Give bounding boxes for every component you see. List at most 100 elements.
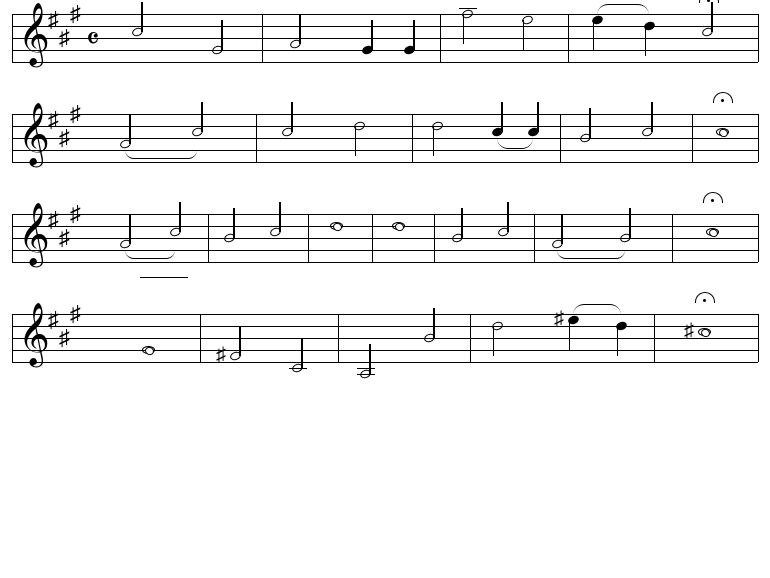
barline [758,214,759,262]
tie [125,150,197,159]
staff: 𝄞♯♯♯𝄴 [12,14,758,62]
keysig-sharp: ♯ [59,125,70,151]
slur [597,4,649,15]
keysig-sharp: ♯ [70,1,81,27]
fermata [713,92,733,103]
note-A4-half [702,28,713,36]
barline [470,314,471,362]
lyrics-line [12,266,758,286]
system-0: 𝄞♯♯♯𝄴 [12,0,758,86]
barline [308,214,309,262]
note-A4-quarter [528,128,539,136]
staff-line [12,326,758,327]
barline [12,314,13,362]
staff: 𝄞♯♯♯ [12,214,758,262]
slur [573,304,621,315]
fermata [695,292,715,303]
note-A4-whole [706,228,719,236]
note-A4-whole [716,128,729,136]
barline [12,114,13,162]
note-G#4-half [224,234,235,242]
note-A4-half [270,228,281,236]
barline [560,114,561,162]
barline [200,314,201,362]
note-A4-quarter [492,128,503,136]
note-A4-half [170,228,181,236]
barline [758,314,759,362]
note-F#4-half [120,240,131,248]
note-B4-quarter [616,322,627,330]
note-G#4-half [580,134,591,142]
note-A4-half [498,228,509,236]
keysig-sharp: ♯ [48,107,59,133]
system-1: 𝄞♯♯♯ [12,104,758,186]
note-C#5-quarter [592,16,603,24]
barline [758,114,759,162]
lyric-extender [140,277,188,278]
note-A4-half [192,128,203,136]
keysig-sharp: ♯ [70,301,81,327]
barline [568,14,569,62]
keysig-sharp: ♯ [70,201,81,227]
accidental-sharp: ♯ [684,320,694,343]
note-A4-half [282,128,293,136]
keysig-sharp: ♯ [59,325,70,351]
slur [497,138,533,149]
note-D5-half [462,10,473,18]
note-C#5-half [522,16,533,24]
note-B4-quarter [644,22,655,30]
note-B4-half [432,122,443,130]
staff-line [12,162,758,163]
note-A#4-whole [698,328,711,336]
barline [672,214,673,262]
note-E4-quarter [404,46,415,54]
fermata [703,192,723,203]
note-G#4-half [452,234,463,242]
ledger-line [459,8,477,9]
staff-line [12,50,758,51]
lyrics-line [12,166,758,186]
note-F#4-half [120,140,131,148]
note-C#5-quarter [568,316,579,324]
staff-line [12,62,758,63]
note-F#4-half [552,240,563,248]
accidental-sharp: ♯ [554,308,564,331]
barline [372,214,373,262]
note-E4-half [212,46,223,54]
treble-clef: 𝄞 [18,203,50,266]
barline [758,14,759,62]
barline [208,214,209,262]
keysig-sharp: ♯ [48,7,59,33]
note-F#4-half [290,40,301,48]
staff-line [12,214,758,215]
keysig-sharp: ♯ [48,207,59,233]
music-score-container: 𝄞♯♯♯𝄴𝄞♯♯♯𝄞♯♯♯𝄞♯♯♯♯♯♯ [0,0,770,578]
barline [338,314,339,362]
lyrics-line [12,66,758,86]
barline [12,214,13,262]
lyrics-line [12,366,758,386]
treble-clef: 𝄞 [18,303,50,366]
keysig-sharp: ♯ [59,25,70,51]
time-signature-common: 𝄴 [86,23,99,57]
staff-line [12,250,758,251]
staff-line [12,138,758,139]
note-B4-half [492,322,503,330]
barline [534,214,535,262]
staff-line [12,362,758,363]
barline [412,114,413,162]
keysig-sharp: ♯ [59,225,70,251]
note-D#4-half [230,352,241,360]
staff: 𝄞♯♯♯ [12,114,758,162]
staff-line [12,126,758,127]
staff-line [12,338,758,339]
barline [12,14,13,62]
tie [557,250,625,259]
note-A4-half [132,28,143,36]
staff-line [12,238,758,239]
staff-line [12,150,758,151]
staff-line [12,314,758,315]
barline [262,14,263,62]
barline [692,114,693,162]
note-B4-whole [392,222,405,230]
